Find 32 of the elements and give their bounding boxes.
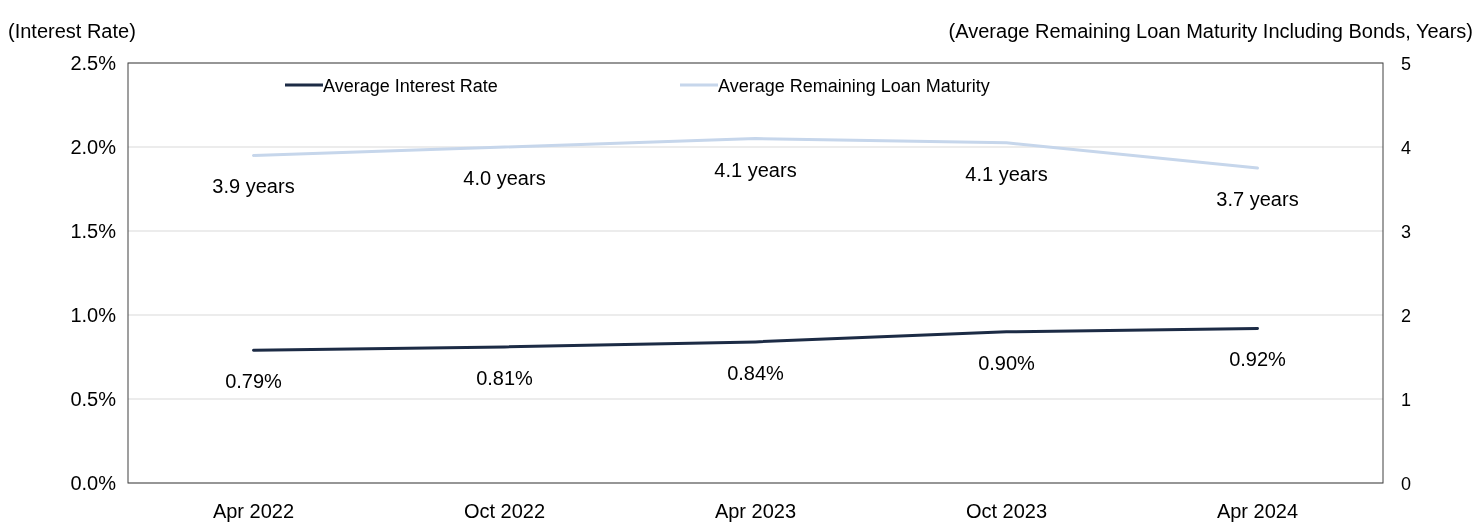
y2-tick-label: 3 [1401,222,1412,242]
y2-tick-label: 2 [1401,306,1412,326]
y-tick-label: 0.5% [70,388,117,410]
y-tick-label: 2.0% [70,136,117,158]
data-label: 4.1 years [965,162,1048,185]
y2-tick-label: 5 [1401,54,1412,74]
data-label: 0.84% [727,361,785,384]
data-label: 0.79% [225,370,283,393]
data-label: 0.81% [476,366,534,389]
data-label: 0.90% [978,351,1036,374]
legend-label: Average Interest Rate [323,76,498,96]
data-label: 4.0 years [463,167,546,189]
data-label: 0.92% [1229,348,1287,371]
data-label: 4.1 years [714,158,797,181]
y-axis-title: (Interest Rate) [8,20,136,42]
data-label: 3.7 years [1216,188,1299,210]
y2-tick-label: 1 [1401,390,1412,410]
line-series [252,326,1259,352]
x-tick-label: Apr 2022 [212,500,295,522]
x-tick-label: Oct 2022 [463,500,546,522]
y-tick-label: 1.5% [70,220,117,242]
y-tick-label: 0.0% [70,472,117,494]
y2-tick-label: 0 [1401,474,1412,494]
y2-tick-label: 4 [1401,138,1412,158]
legend-label: Average Remaining Loan Maturity [718,76,990,96]
x-tick-label: Apr 2024 [1216,500,1299,522]
y-tick-label: 2.5% [70,52,117,74]
data-label: 3.9 years [212,175,295,198]
y-tick-label: 1.0% [70,304,117,326]
y2-axis-title: (Average Remaining Loan Maturity Including Bonds, Years) [948,20,1473,42]
x-tick-label: Apr 2023 [714,500,797,522]
x-tick-label: Oct 2023 [965,500,1048,522]
